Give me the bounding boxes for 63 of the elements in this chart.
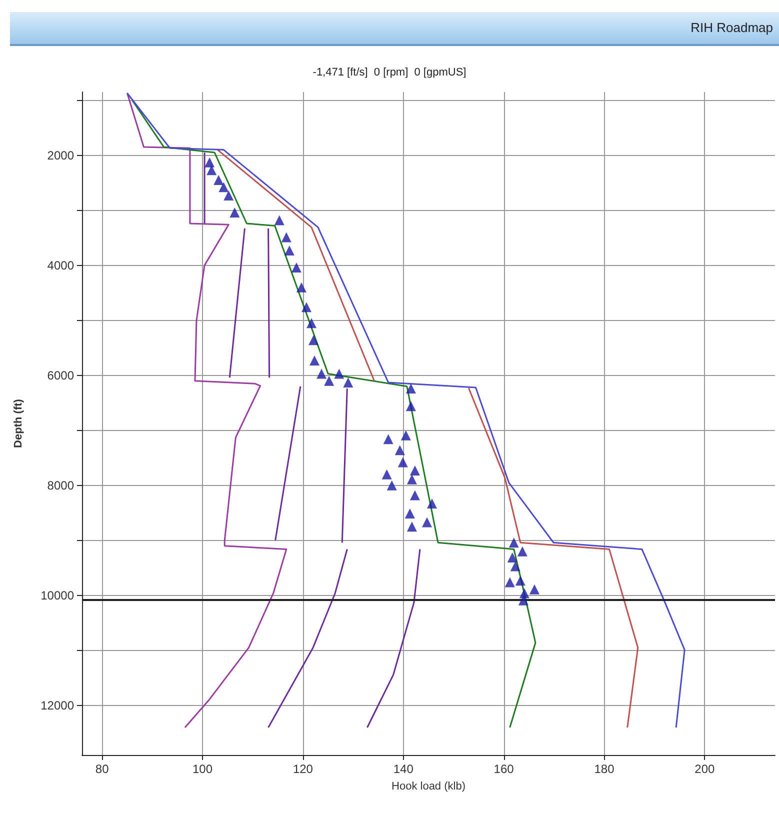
- point: [204, 157, 215, 168]
- point: [507, 552, 518, 562]
- point: [382, 469, 392, 480]
- y-tick-label: 6000: [47, 368, 74, 382]
- line-series: [131, 100, 536, 728]
- point: [410, 490, 420, 500]
- point: [343, 378, 354, 388]
- y-tick-label: 4000: [47, 258, 74, 272]
- point: [230, 207, 240, 218]
- point: [218, 182, 229, 192]
- point: [404, 508, 415, 518]
- y-tick-label: 2000: [47, 148, 74, 162]
- point: [406, 384, 416, 394]
- point: [406, 522, 417, 532]
- point: [504, 577, 515, 588]
- line-series: [126, 92, 686, 728]
- x-tick-label: 200: [694, 762, 716, 776]
- point: [308, 335, 318, 346]
- x-tick-label: 120: [292, 762, 314, 776]
- point: [274, 215, 284, 226]
- point: [515, 576, 526, 586]
- point: [316, 368, 327, 379]
- x-tick-label: 140: [393, 762, 414, 776]
- point: [281, 232, 292, 242]
- point: [398, 457, 408, 468]
- point: [422, 517, 432, 528]
- point: [306, 318, 316, 328]
- point: [508, 538, 519, 548]
- y-tick-label: 10000: [40, 588, 74, 602]
- point: [406, 474, 417, 484]
- point: [224, 190, 234, 200]
- point: [334, 368, 344, 379]
- point: [310, 356, 320, 366]
- y-axis-title: Depth (ft): [12, 398, 24, 448]
- x-tick-label: 160: [494, 762, 514, 776]
- point: [284, 245, 294, 256]
- point: [406, 401, 416, 412]
- point: [518, 595, 528, 606]
- x-tick-label: 80: [95, 762, 110, 776]
- point: [529, 584, 540, 594]
- point: [214, 175, 224, 186]
- point: [383, 434, 394, 444]
- header-bar: RIH Roadmap: [10, 12, 779, 46]
- point: [400, 430, 411, 440]
- point: [301, 302, 312, 312]
- line-series: [126, 92, 288, 728]
- point: [427, 498, 438, 509]
- chart-subtitle: -1,471 [ft/s] 0 [rpm] 0 [gpmUS]: [312, 66, 466, 78]
- point: [324, 376, 334, 386]
- y-tick-label: 12000: [40, 698, 74, 712]
- point: [296, 282, 306, 292]
- point: [206, 165, 217, 176]
- chart-title: RIH Roadmap: [690, 20, 773, 35]
- point: [517, 546, 528, 556]
- point: [386, 480, 397, 490]
- point: [394, 445, 405, 456]
- y-tick-label: 8000: [47, 478, 74, 492]
- point: [291, 262, 302, 273]
- x-tick-label: 180: [594, 762, 615, 776]
- point: [510, 561, 520, 572]
- x-axis-title: Hook load (klb): [392, 780, 466, 792]
- point: [410, 466, 420, 476]
- x-tick-label: 100: [192, 762, 213, 776]
